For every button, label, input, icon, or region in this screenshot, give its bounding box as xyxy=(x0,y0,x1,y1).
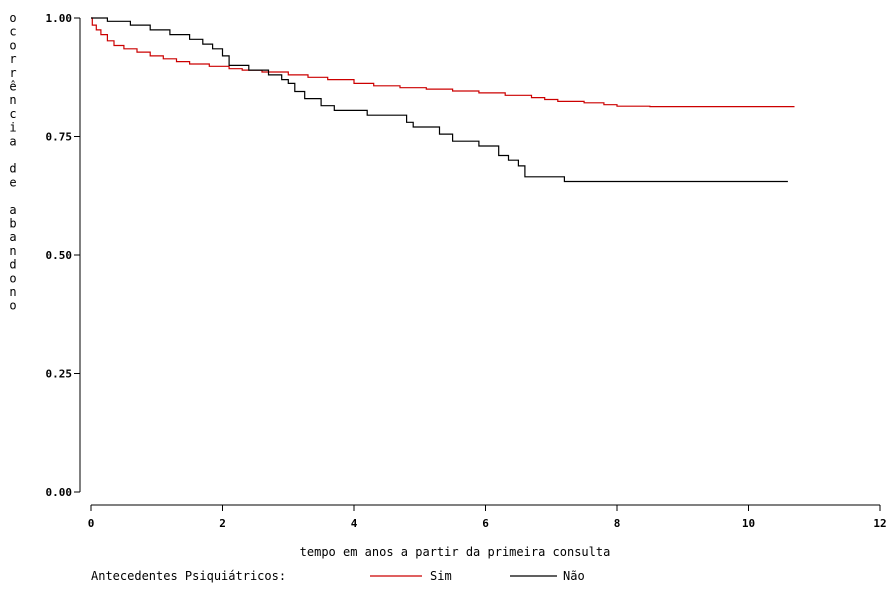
x-tick-label: 0 xyxy=(88,517,95,530)
x-tick-label: 6 xyxy=(482,517,489,530)
x-tick-label: 12 xyxy=(873,517,886,530)
y-tick-label: 0.00 xyxy=(46,486,73,499)
x-tick-label: 2 xyxy=(219,517,226,530)
legend: Antecedentes Psiquiátricos: Sim Não xyxy=(91,569,585,583)
series-line-sim xyxy=(91,17,795,108)
x-axis-label: tempo em anos a partir da primeira consu… xyxy=(300,545,611,559)
legend-title: Antecedentes Psiquiátricos: xyxy=(91,569,286,583)
y-tick-label: 0.75 xyxy=(46,131,73,144)
axes: 0.00 0.25 0.50 0.75 1.00 0 2 4 6 8 10 12 xyxy=(46,12,887,530)
x-tick-label: 4 xyxy=(351,517,358,530)
series-line-n-o xyxy=(91,17,788,183)
y-tick-label: 1.00 xyxy=(46,12,73,25)
legend-label: Não xyxy=(563,569,585,583)
x-tick-label: 8 xyxy=(614,517,621,530)
legend-label: Sim xyxy=(430,569,452,583)
y-tick-label: 0.25 xyxy=(46,368,73,381)
x-tick-label: 10 xyxy=(742,517,755,530)
y-tick-label: 0.50 xyxy=(46,249,73,262)
plot-area xyxy=(91,17,795,183)
